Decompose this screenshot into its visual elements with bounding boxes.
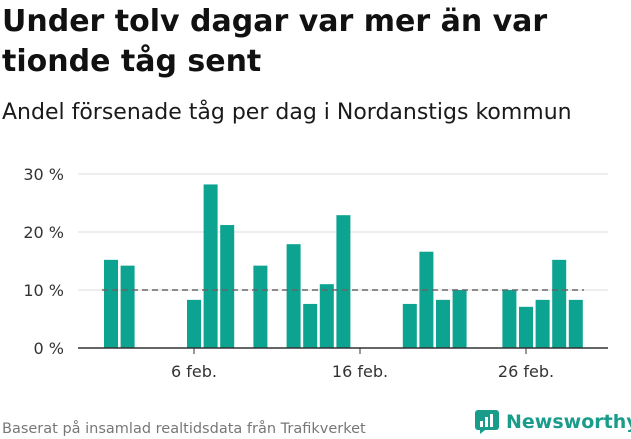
x-tick-label: 6 feb. [171, 362, 217, 381]
brand-logo: Newsworthy [474, 407, 631, 437]
bar [535, 299, 550, 348]
bar [568, 299, 583, 348]
bar [436, 299, 450, 348]
bar [203, 184, 218, 348]
chart-subtitle: Andel försenade tåg per dag i Nordanstig… [2, 100, 572, 125]
bar [552, 259, 567, 348]
newsworthy-logo-icon [475, 410, 499, 434]
y-tick-label: 20 % [23, 223, 64, 242]
y-tick-label: 30 % [23, 165, 64, 184]
x-tick-label: 16 feb. [332, 362, 388, 381]
bar [402, 303, 417, 348]
bar-chart: 0 % 10 % 20 % 30 % 6 feb. 16 feb. 26 feb. [23, 165, 608, 381]
bar [286, 244, 301, 348]
y-tick-label: 0 % [34, 339, 64, 358]
bar [303, 303, 318, 348]
bar [519, 306, 533, 348]
bar [104, 259, 118, 348]
bar [452, 290, 467, 348]
axes: 0 % 10 % 20 % 30 % 6 feb. 16 feb. 26 feb. [23, 165, 608, 381]
brand-name: Newsworthy [506, 411, 631, 433]
y-tick-label: 10 % [23, 281, 64, 300]
bar [253, 265, 268, 348]
bar [502, 290, 517, 348]
x-tick-label: 26 feb. [498, 362, 554, 381]
chart-title: Under tolv dagar var mer än var tionde t… [2, 4, 548, 79]
bar [419, 251, 434, 348]
source-note: Baserat på insamlad realtidsdata från Tr… [2, 421, 366, 437]
bar [220, 225, 235, 348]
bar [336, 215, 351, 348]
bar [187, 299, 201, 348]
bar [319, 284, 334, 348]
bar [120, 265, 135, 348]
bars [104, 184, 583, 348]
